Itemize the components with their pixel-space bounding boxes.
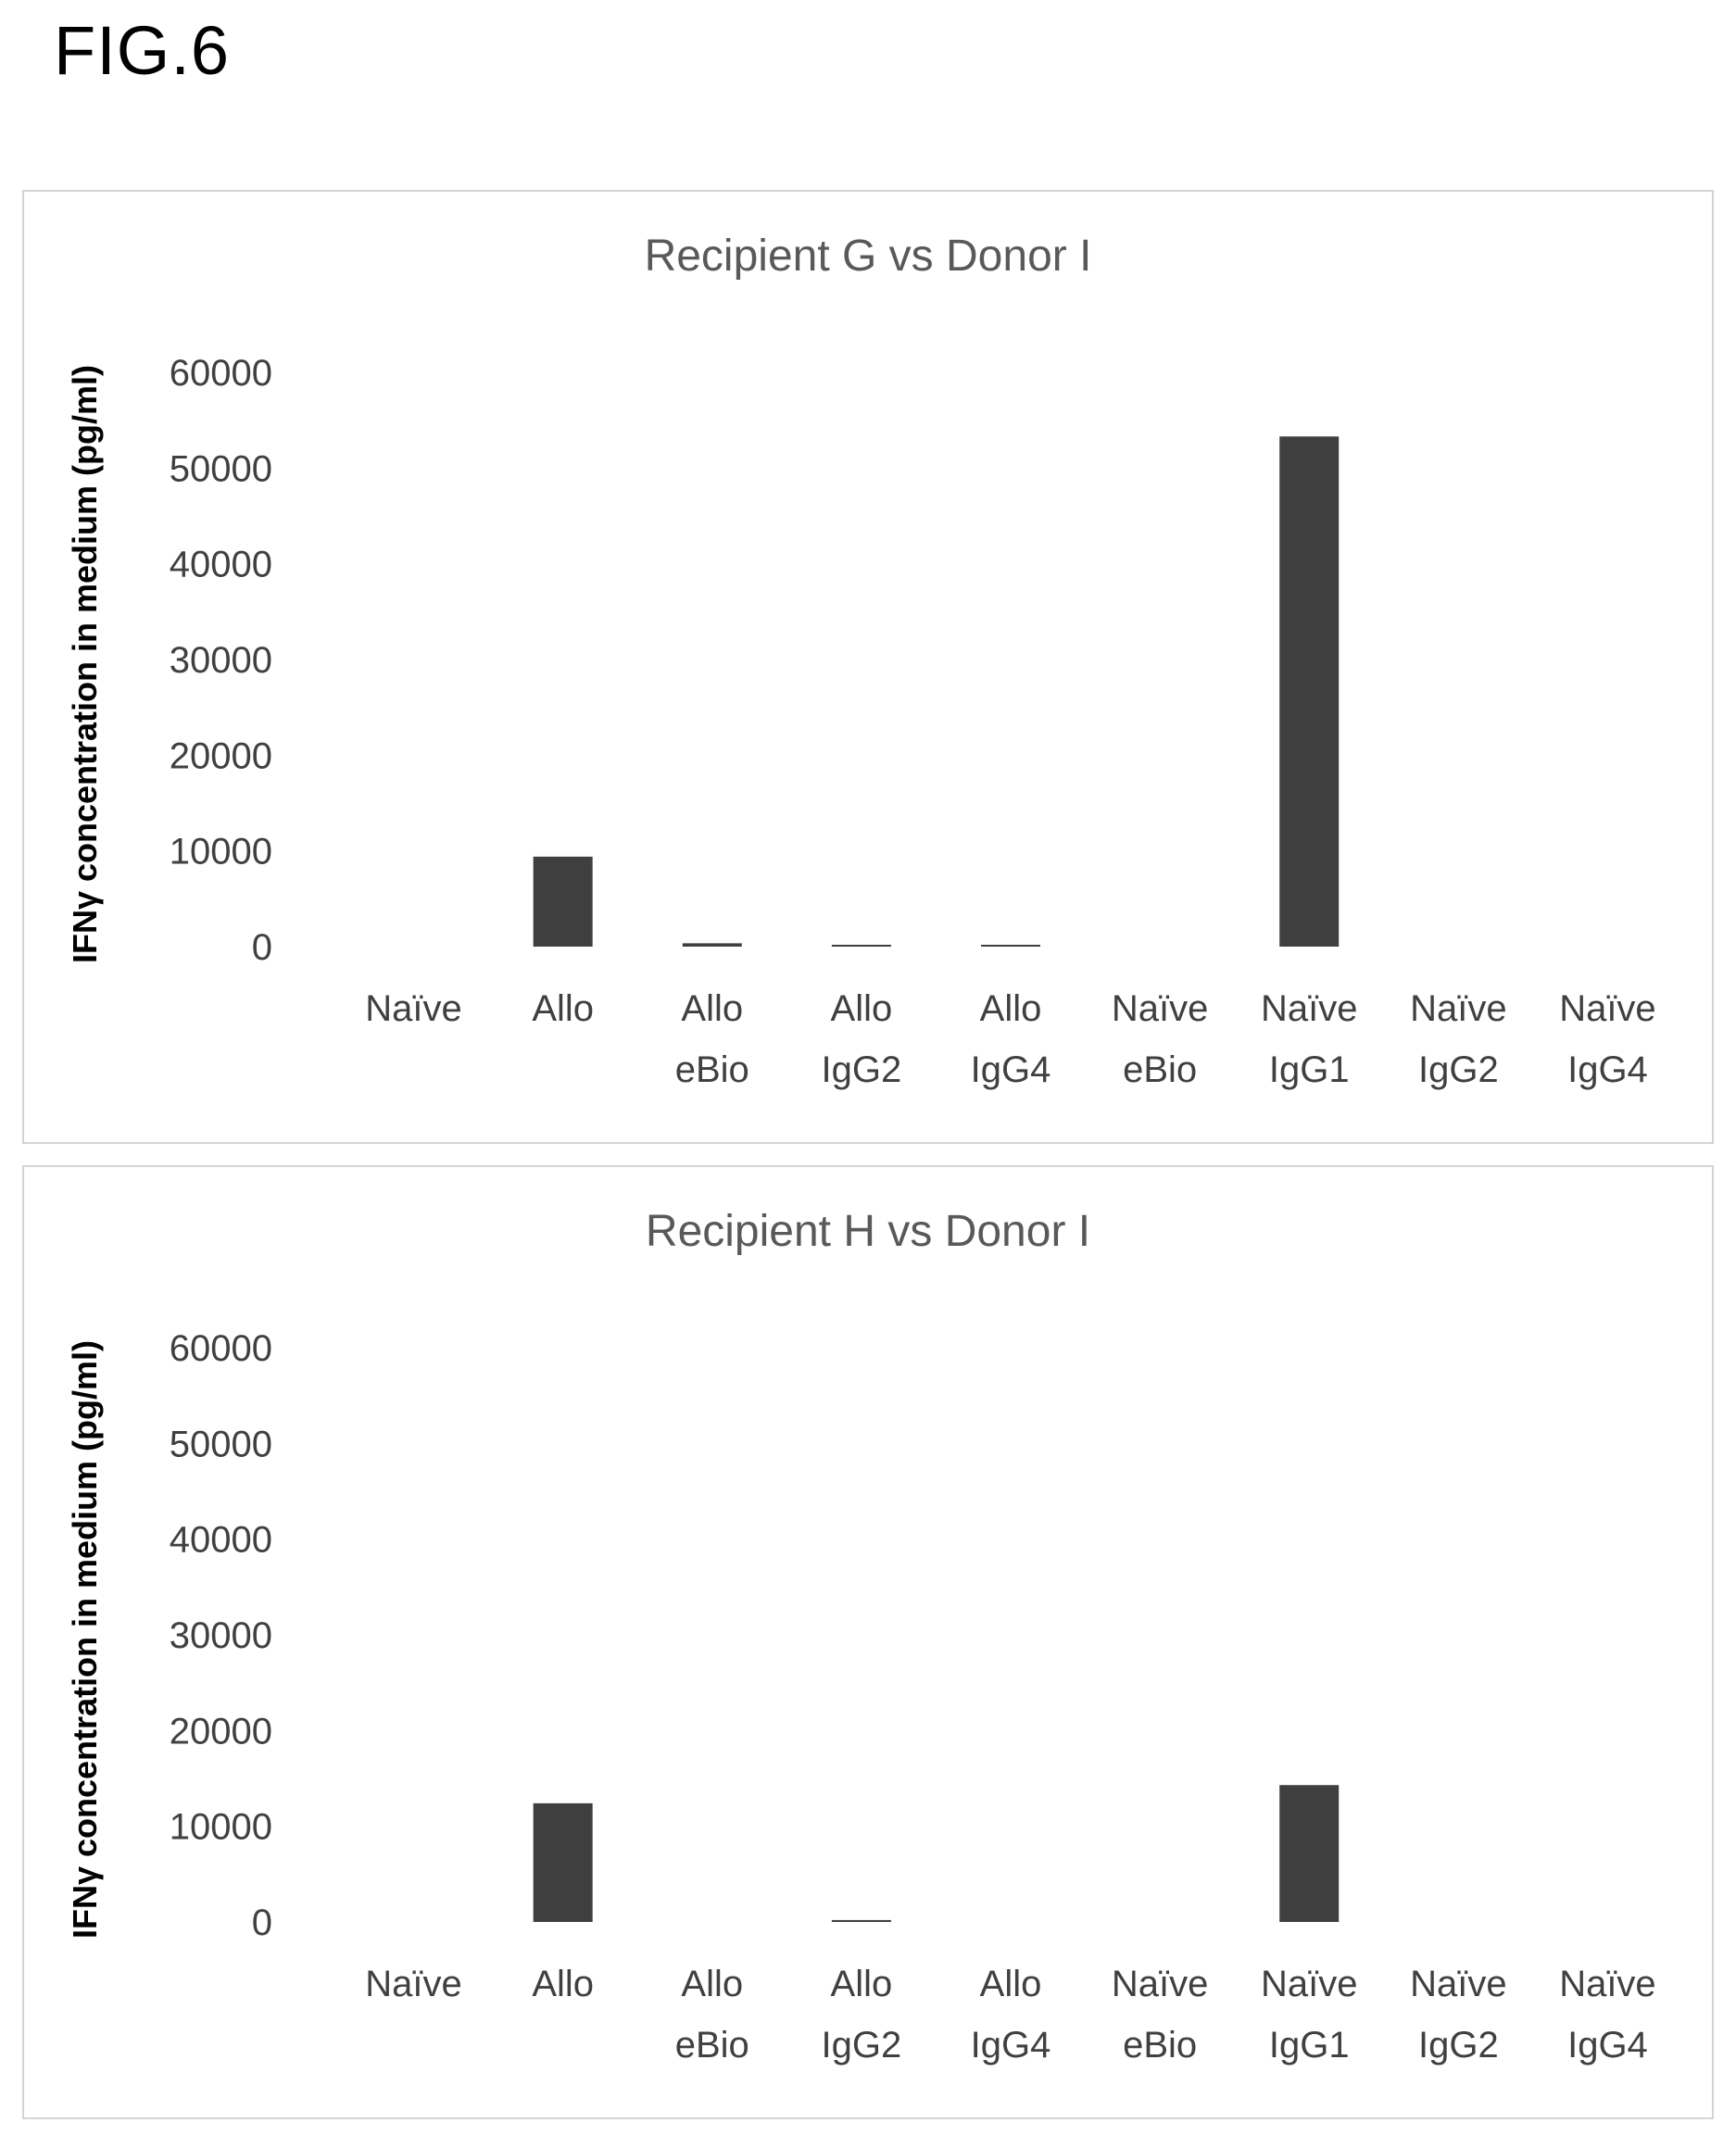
- x-tick-label: Allo: [532, 1964, 594, 2004]
- x-tick-label: Allo: [831, 1964, 893, 2004]
- bar-allo-igg2: [831, 945, 891, 947]
- y-axis-label: IFNγ concentration in medium (pg/ml): [66, 365, 104, 963]
- bar-allo-igg2: [831, 1919, 891, 1922]
- x-tick-label: Naïve: [1261, 1964, 1358, 2004]
- y-tick-label: 50000: [170, 1424, 272, 1464]
- figure-label: FIG.6: [54, 12, 231, 89]
- x-tick-label: Naïve: [1112, 988, 1209, 1029]
- y-tick-label: 50000: [170, 448, 272, 489]
- x-tick-label: IgG1: [1269, 2025, 1350, 2066]
- x-tick-label: eBio: [1123, 2025, 1197, 2066]
- y-tick-label: 40000: [170, 545, 272, 585]
- x-tick-label: Naïve: [365, 1964, 462, 2004]
- x-tick-label: Allo: [681, 988, 743, 1029]
- bar-chart-2: Recipient H vs Donor I IFNγ concentration…: [66, 1207, 1656, 2066]
- x-tick-label: IgG2: [822, 1049, 902, 1090]
- bar-naïve-igg1: [1279, 436, 1340, 947]
- y-tick-label: 60000: [170, 353, 272, 394]
- bar-allo-ebio: [682, 943, 742, 947]
- x-tick-label: IgG4: [1567, 2025, 1648, 2066]
- bar-naïve-igg1: [1279, 1785, 1340, 1922]
- x-tick-label: Allo: [532, 988, 594, 1029]
- x-tick-label: IgG2: [822, 2025, 902, 2066]
- x-tick-label: Naïve: [365, 988, 462, 1029]
- x-tick-label: Allo: [681, 1964, 743, 2004]
- x-tick-label: IgG2: [1418, 1049, 1499, 1090]
- y-tick-label: 0: [252, 1903, 272, 1943]
- x-tick-label: Allo: [980, 1964, 1042, 2004]
- x-tick-label: IgG4: [971, 1049, 1051, 1090]
- x-tick-label: Naïve: [1559, 1964, 1656, 2004]
- x-tick-label: IgG1: [1269, 1049, 1350, 1090]
- x-tick-label: Naïve: [1410, 988, 1507, 1029]
- x-tick-label: IgG4: [971, 2025, 1051, 2066]
- y-tick-label: 20000: [170, 1711, 272, 1752]
- y-tick-label: 20000: [170, 735, 272, 776]
- chart-panel-2: Recipient H vs Donor I IFNγ concentration…: [22, 1165, 1714, 2119]
- chart-title: Recipient H vs Donor I: [646, 1207, 1090, 1256]
- y-tick-label: 30000: [170, 640, 272, 681]
- y-tick-label: 60000: [170, 1328, 272, 1369]
- x-tick-label: eBio: [1123, 1049, 1197, 1090]
- x-tick-label: eBio: [675, 2025, 749, 2066]
- x-tick-label: Allo: [831, 988, 893, 1029]
- chart-title: Recipient G vs Donor I: [645, 232, 1092, 281]
- x-tick-label: Naïve: [1261, 988, 1358, 1029]
- y-tick-label: 0: [252, 927, 272, 968]
- bar-chart-1: Recipient G vs Donor I IFNγ concentration…: [66, 232, 1656, 1090]
- bar-allo: [533, 856, 593, 947]
- chart-panel-1: Recipient G vs Donor I IFNγ concentration…: [22, 190, 1714, 1144]
- x-tick-label: eBio: [675, 1049, 749, 1090]
- y-tick-label: 40000: [170, 1520, 272, 1561]
- x-tick-label: Naïve: [1112, 1964, 1209, 2004]
- bar-allo-igg4: [981, 945, 1040, 947]
- x-tick-label: Naïve: [1410, 1964, 1507, 2004]
- y-tick-label: 10000: [170, 1807, 272, 1848]
- x-tick-label: IgG4: [1567, 1049, 1648, 1090]
- bar-allo: [533, 1802, 593, 1922]
- y-tick-label: 30000: [170, 1615, 272, 1656]
- x-tick-label: IgG2: [1418, 2025, 1499, 2066]
- x-tick-label: Naïve: [1559, 988, 1656, 1029]
- y-axis-label: IFNγ concentration in medium (pg/ml): [66, 1340, 104, 1939]
- x-tick-label: Allo: [980, 988, 1042, 1029]
- y-tick-label: 10000: [170, 832, 272, 873]
